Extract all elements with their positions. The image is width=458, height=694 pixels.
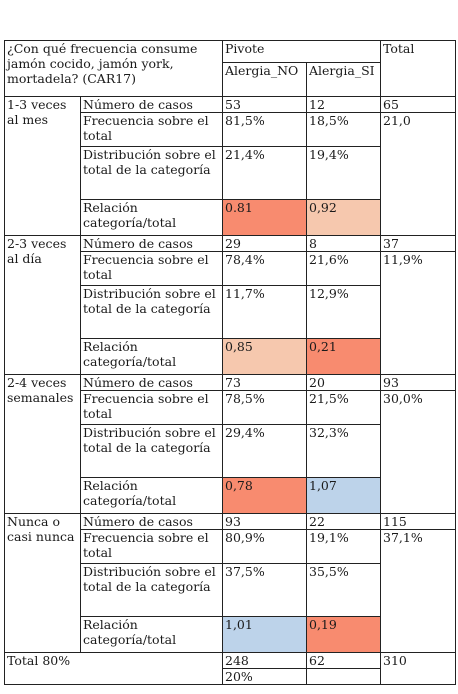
cell-freq-si: 21,5% <box>305 390 382 425</box>
group-row-rel: Relación categoría/total 1,01 0,19 <box>5 616 456 653</box>
group-row-freq: Frecuencia sobre el total 81,5% 18,5% 21… <box>5 112 457 236</box>
pivot-header: Pivote <box>221 40 382 63</box>
row-label-freq: Frecuencia sobre el total <box>80 390 223 425</box>
cell-rel-si: 1,07 <box>305 477 382 514</box>
group-label: 1-3 veces al mes <box>4 96 81 236</box>
cell-freq-no: 78,5% <box>222 390 307 425</box>
cell-rel-no: 0.81 <box>222 199 307 236</box>
cell-casos-no: 73 <box>222 374 307 391</box>
row-label-rel: Relación categoría/total <box>80 616 223 653</box>
cell-dist-si: 19,4% <box>305 146 382 200</box>
cell-casos-no: 93 <box>222 513 307 530</box>
group-row-dist: Distribución sobre el total de la catego… <box>5 424 456 478</box>
row-label-casos: Número de casos <box>80 235 223 252</box>
cell-freq-si: 19,1% <box>305 529 382 564</box>
row-label-casos: Número de casos <box>80 513 223 530</box>
group-row-rel: Relación categoría/total 0,78 1,07 <box>5 477 456 514</box>
cell-freq-no: 81,5% <box>222 112 307 147</box>
footer-label: Total 80% <box>4 652 223 685</box>
question-header: ¿Con qué frecuencia consume jamón cocido… <box>4 40 223 97</box>
footer-no-pct: 20% <box>222 668 307 685</box>
row-label-freq: Frecuencia sobre el total <box>80 529 223 564</box>
cell-dist-total: 30,0% <box>380 390 457 514</box>
cell-rel-no: 1,01 <box>222 616 307 653</box>
cell-dist-si: 12,9% <box>305 285 382 339</box>
col-header-alergia-si: Alergia_SI <box>305 62 382 97</box>
row-label-casos: Número de casos <box>80 374 223 391</box>
group-row-freq: Frecuencia sobre el total 78,5% 21,5% 30… <box>5 390 457 514</box>
row-label-dist: Distribución sobre el total de la catego… <box>80 146 223 200</box>
footer-no: 248 <box>222 652 307 669</box>
col-header-alergia-no: Alergia_NO <box>222 62 307 97</box>
pivot-table: ¿Con qué frecuencia consume jamón cocido… <box>4 40 457 685</box>
cell-freq-no: 80,9% <box>222 529 307 564</box>
cell-casos-no: 53 <box>222 96 307 113</box>
cell-casos-total: 65 <box>380 96 457 113</box>
group-row-casos: 2-3 veces al día Número de casos 29 8 37 <box>4 235 457 375</box>
cell-rel-no: 0,85 <box>222 338 307 375</box>
cell-rel-si: 0,92 <box>305 199 382 236</box>
group-row-dist: Distribución sobre el total de la catego… <box>5 285 456 339</box>
cell-dist-si: 32,3% <box>305 424 382 478</box>
cell-casos-total: 93 <box>380 374 457 391</box>
cell-rel-si: 0,19 <box>305 616 382 653</box>
row-label-freq: Frecuencia sobre el total <box>80 251 223 286</box>
group-label: 2-3 veces al día <box>4 235 81 375</box>
cell-rel-si: 0,21 <box>305 338 382 375</box>
row-label-rel: Relación categoría/total <box>80 338 223 375</box>
row-label-dist: Distribución sobre el total de la catego… <box>80 563 223 617</box>
cell-rel-no: 0,78 <box>222 477 307 514</box>
group-row-freq: Frecuencia sobre el total 78,4% 21,6% 11… <box>5 251 457 375</box>
group-row-casos: Nunca o casi nunca Número de casos 93 22… <box>4 513 457 653</box>
row-label-dist: Distribución sobre el total de la catego… <box>80 285 223 339</box>
group-row-freq: Frecuencia sobre el total 80,9% 19,1% 37… <box>5 529 457 653</box>
row-label-rel: Relación categoría/total <box>80 477 223 514</box>
cell-casos-no: 29 <box>222 235 307 252</box>
cell-casos-total: 115 <box>380 513 457 530</box>
group-label: 2-4 veces semanales <box>4 374 81 514</box>
footer-total: 310 <box>380 652 457 685</box>
group-row-casos: 2-4 veces semanales Número de casos 73 2… <box>4 374 457 514</box>
cell-dist-total: 21,0 <box>380 112 457 236</box>
cell-dist-si: 35,5% <box>305 563 382 617</box>
row-label-freq: Frecuencia sobre el total <box>80 112 223 147</box>
cell-casos-si: 20 <box>305 374 382 391</box>
group-row-rel: Relación categoría/total 0,85 0,21 <box>5 338 456 375</box>
cell-casos-si: 12 <box>305 96 382 113</box>
group-row-dist: Distribución sobre el total de la catego… <box>5 146 456 200</box>
group-label: Nunca o casi nunca <box>4 513 81 653</box>
cell-freq-si: 21,6% <box>305 251 382 286</box>
group-row-casos: 1-3 veces al mes Número de casos 53 12 6… <box>4 96 457 236</box>
cell-casos-si: 8 <box>305 235 382 252</box>
cell-dist-no: 29,4% <box>222 424 307 478</box>
row-label-rel: Relación categoría/total <box>80 199 223 236</box>
cell-freq-si: 18,5% <box>305 112 382 147</box>
group-row-rel: Relación categoría/total 0.81 0,92 <box>5 199 456 236</box>
total-header: Total <box>380 40 457 97</box>
cell-casos-si: 22 <box>305 513 382 530</box>
cell-dist-no: 21,4% <box>222 146 307 200</box>
row-label-dist: Distribución sobre el total de la catego… <box>80 424 223 478</box>
cell-dist-total: 11,9% <box>380 251 457 375</box>
cell-dist-total: 37,1% <box>380 529 457 653</box>
cell-dist-no: 11,7% <box>222 285 307 339</box>
row-label-casos: Número de casos <box>80 96 223 113</box>
groups-body: 1-3 veces al mes Número de casos 53 12 6… <box>4 96 457 653</box>
cell-dist-no: 37,5% <box>222 563 307 617</box>
footer-si: 62 <box>305 652 382 669</box>
cell-freq-no: 78,4% <box>222 251 307 286</box>
footer-si-pct-empty <box>305 668 382 685</box>
cell-casos-total: 37 <box>380 235 457 252</box>
